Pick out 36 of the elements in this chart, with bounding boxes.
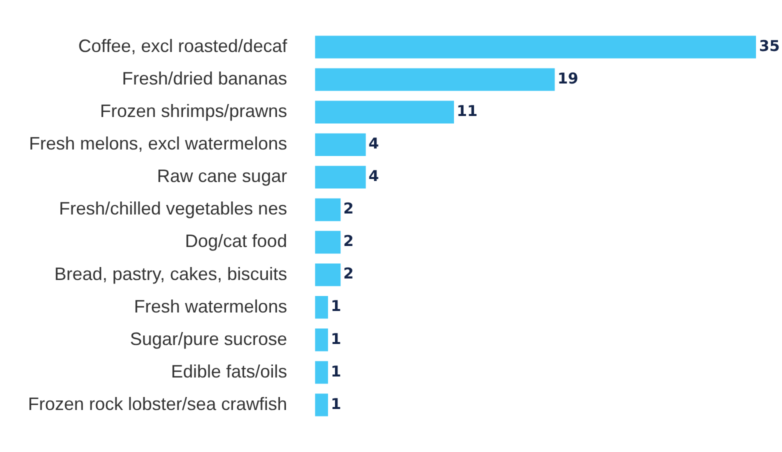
y-tick-label: Edible fats/oils <box>171 361 288 382</box>
data-label: 2 <box>343 232 354 250</box>
bar <box>315 328 328 352</box>
data-label: 2 <box>343 264 354 283</box>
data-label: 19 <box>557 69 578 88</box>
data-label: 35 <box>759 36 780 55</box>
bar <box>315 263 341 286</box>
data-label: 1 <box>330 362 342 380</box>
y-tick-label: Coffee, excl roasted/decaf <box>78 36 288 56</box>
y-tick-label: Fresh watermelons <box>134 296 288 316</box>
bar <box>315 36 756 58</box>
y-tick-label: Raw cane sugar <box>157 166 288 186</box>
bar <box>315 394 328 416</box>
y-tick-label: Fresh/dried bananas <box>122 68 288 89</box>
data-label: 1 <box>330 330 342 348</box>
bar <box>315 68 555 91</box>
data-label: 4 <box>368 134 379 153</box>
data-label: 2 <box>343 200 354 218</box>
bar <box>315 296 328 319</box>
data-label: 1 <box>330 297 342 316</box>
y-tick-label: Frozen shrimps/prawns <box>100 101 288 122</box>
bar <box>315 198 341 222</box>
data-label: 4 <box>368 167 379 186</box>
y-tick-label: Bread, pastry, cakes, biscuits <box>54 264 288 284</box>
bar <box>315 361 328 384</box>
y-tick-label: Frozen rock lobster/sea crawfish <box>28 394 288 414</box>
bar <box>315 230 341 254</box>
y-tick-label: Sugar/pure sucrose <box>130 328 288 349</box>
bar <box>315 133 366 156</box>
y-tick-label: Dog/cat food <box>185 231 288 252</box>
data-label: 11 <box>456 102 478 120</box>
bar <box>315 100 454 124</box>
y-tick-label: Fresh/chilled vegetables nes <box>58 198 288 219</box>
y-tick-label: Fresh melons, excl watermelons <box>29 134 288 154</box>
bar <box>315 166 366 189</box>
data-label: 1 <box>330 394 342 413</box>
